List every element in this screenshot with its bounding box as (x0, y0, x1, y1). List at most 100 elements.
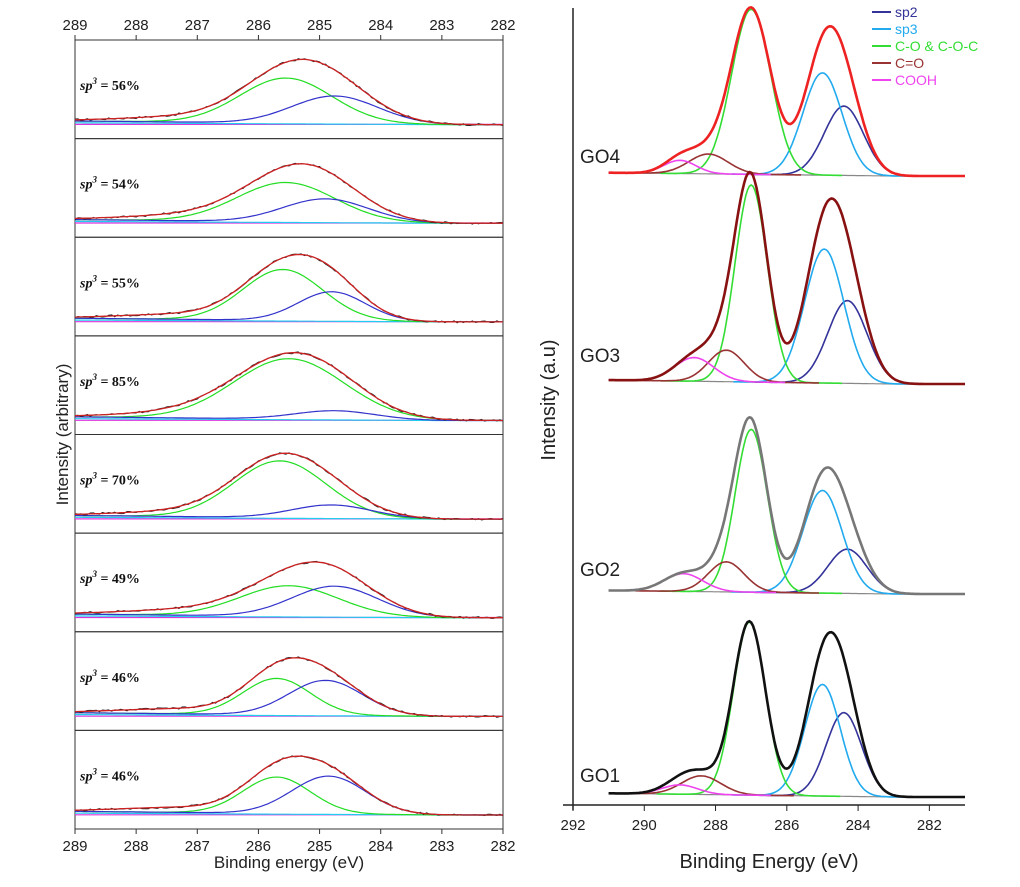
spectrum-go4: GO4 (580, 6, 965, 178)
sp3-value: = 56% (97, 79, 140, 94)
x-tick-label: 284 (846, 817, 871, 834)
sp3-label-sup: 3 (91, 766, 97, 776)
component-sp3-line (731, 72, 914, 177)
envelope-line (608, 6, 965, 178)
bottom-tick-label: 289 (62, 838, 87, 855)
sp3-value: = 49% (97, 572, 140, 587)
component-c-o-c-o-c-line (660, 428, 843, 595)
component-c-o-c-o-c-line (660, 8, 843, 177)
x-axis-label: Binding energy (eV) (214, 853, 364, 872)
legend-label: sp3 (895, 21, 918, 37)
legend-label: COOH (895, 72, 937, 88)
legend-label: sp2 (895, 4, 918, 20)
panel-3: sp3 = 85% (74, 335, 504, 435)
sp3-value: = 46% (97, 671, 140, 686)
sp3-label-sup: 3 (91, 668, 97, 678)
sp3-label-sp: sp (79, 572, 92, 587)
component-sp3-line (731, 683, 914, 798)
low-be-component-line (75, 585, 503, 619)
low-be-component-line (75, 410, 503, 422)
top-tick-label: 288 (124, 17, 149, 34)
envelope-line (74, 253, 503, 323)
sp3-label: sp3 = 54% (79, 175, 140, 193)
component-c-o-c-o-c-line (656, 621, 841, 798)
high-be-component-line (75, 585, 503, 619)
component-cooh-line (608, 356, 785, 384)
envelope-line (608, 619, 965, 799)
sp3-label-sup: 3 (91, 76, 97, 86)
top-tick-label: 285 (307, 17, 332, 34)
sp3-label-sup: 3 (91, 175, 97, 185)
sp3-value: = 70% (97, 474, 140, 489)
sp3-label-sup: 3 (91, 569, 97, 579)
top-tick-label: 287 (185, 17, 210, 34)
bottom-tick-label: 285 (307, 838, 332, 855)
top-tick-label: 282 (490, 17, 515, 34)
left-chart: sp3 = 56%sp3 = 54%sp3 = 55%sp3 = 85%sp3 … (53, 17, 516, 872)
sp3-label-sp: sp (79, 671, 92, 686)
envelope-line (608, 415, 965, 596)
envelope-line (74, 657, 503, 718)
component-c-o-line (635, 560, 819, 594)
series-label: GO2 (580, 560, 620, 581)
sp3-label-sp: sp (79, 769, 92, 784)
component-sp2-line (753, 105, 937, 177)
x-tick-label: 288 (703, 817, 728, 834)
raw-data-line (74, 162, 504, 225)
envelope-line (608, 170, 965, 386)
bottom-tick-label: 287 (185, 838, 210, 855)
envelope-line (75, 58, 503, 126)
low-be-component-line (74, 679, 503, 717)
y-axis-label: Intensity (a.u) (538, 339, 560, 460)
sp3-value: = 85% (97, 375, 140, 390)
panel-4: sp3 = 70% (74, 434, 504, 534)
envelope-line (75, 163, 503, 224)
panel-7: sp3 = 46% (74, 729, 504, 830)
bottom-tick-label: 288 (124, 838, 149, 855)
y-axis-label: Intensity (arbitrary) (53, 364, 72, 506)
sp3-label: sp3 = 70% (79, 471, 140, 489)
panel-1: sp3 = 54% (74, 138, 504, 238)
bottom-tick-label: 283 (429, 838, 454, 855)
bottom-tick-label: 282 (490, 838, 515, 855)
top-tick-label: 289 (62, 17, 87, 34)
component-sp3-line (731, 489, 914, 595)
sp3-label: sp3 = 56% (79, 76, 140, 94)
raw-data-line (74, 656, 503, 718)
legend-label: C=O (895, 55, 924, 71)
sp3-label-sp: sp (79, 375, 92, 390)
component-c-o-c-o-c-line (660, 184, 843, 385)
sp3-label-sp: sp (79, 276, 92, 291)
sp3-label: sp3 = 46% (79, 668, 140, 686)
x-tick-label: 290 (632, 817, 657, 834)
panel-6: sp3 = 46% (74, 631, 504, 731)
component-c-o-line (635, 349, 819, 384)
bottom-tick-label: 286 (246, 838, 271, 855)
x-tick-label: 282 (917, 817, 942, 834)
sp3-label-sup: 3 (91, 372, 97, 382)
series-label: GO1 (580, 766, 620, 787)
sp3-label: sp3 = 49% (79, 569, 140, 587)
sp3-label: sp3 = 55% (79, 273, 140, 291)
spectrum-go2: GO2 (580, 415, 965, 596)
sp3-value: = 46% (97, 769, 140, 784)
panel-5: sp3 = 49% (74, 532, 504, 633)
sp3-label-sup: 3 (91, 471, 97, 481)
envelope-line (75, 452, 503, 520)
envelope-line (74, 561, 503, 619)
top-tick-label: 283 (429, 17, 454, 34)
envelope-line (74, 755, 503, 816)
panel-2: sp3 = 55% (74, 236, 504, 337)
sp3-label-sp: sp (79, 178, 92, 193)
x-tick-label: 292 (560, 817, 585, 834)
low-be-component-line (74, 291, 503, 323)
sp3-label: sp3 = 46% (79, 766, 140, 784)
raw-data-line (74, 755, 504, 817)
top-tick-label: 286 (246, 17, 271, 34)
sp3-value: = 55% (97, 276, 140, 291)
spectrum-go3: GO3 (580, 170, 965, 386)
sp3-label-sp: sp (79, 474, 92, 489)
spectrum-go1: GO1 (580, 619, 965, 799)
